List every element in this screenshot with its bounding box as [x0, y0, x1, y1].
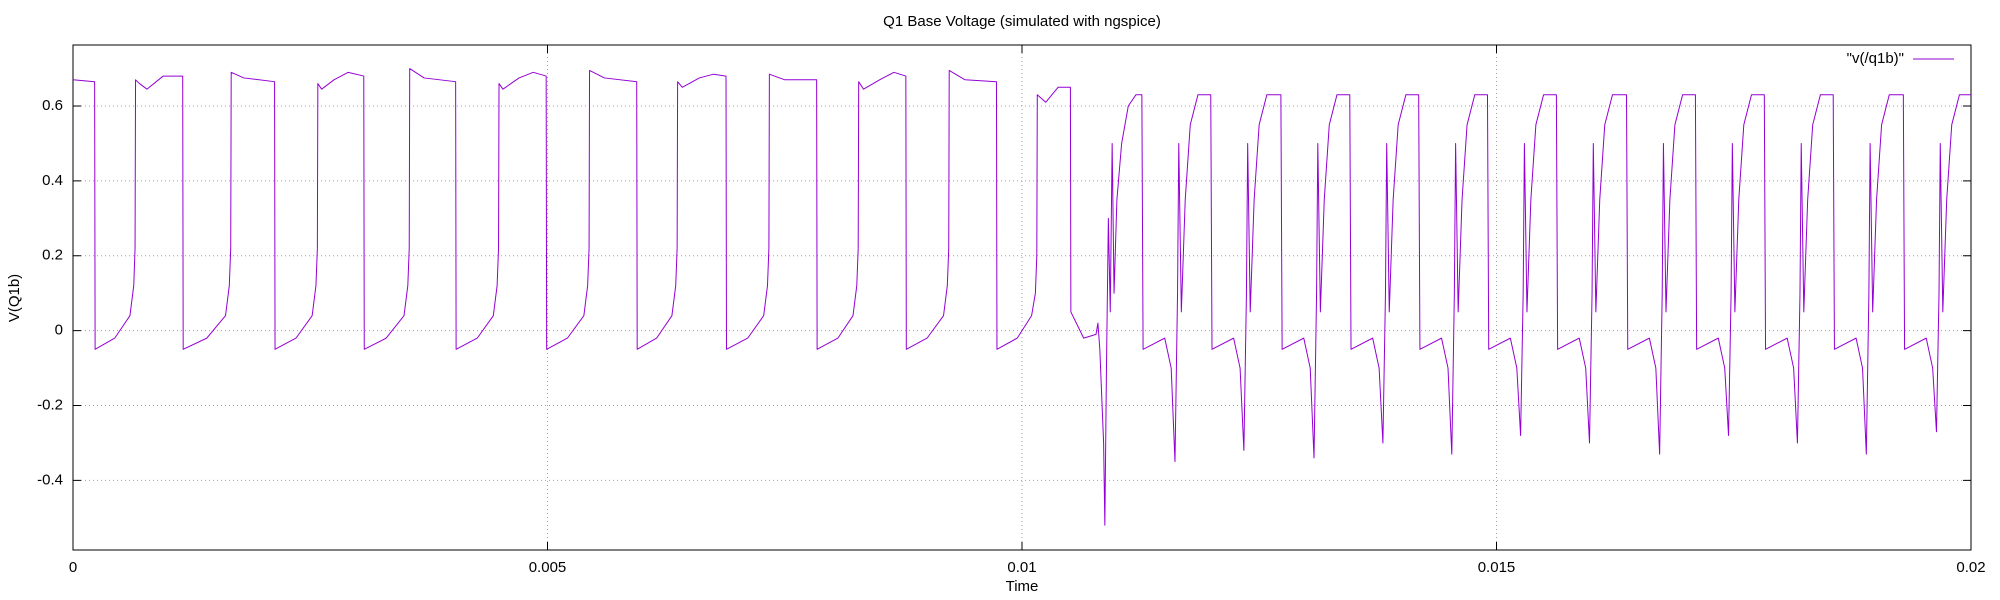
data-line — [72, 68, 1971, 526]
x-tick-label: 0 — [69, 559, 77, 576]
x-tick-label: 0.005 — [529, 559, 567, 576]
y-tick-label: -0.4 — [37, 471, 63, 488]
y-tick-label: 0.6 — [42, 97, 63, 114]
legend-label: "v(/q1b)" — [1847, 50, 1904, 67]
y-axis-label: V(Q1b) — [6, 274, 23, 322]
plot-border — [72, 44, 1972, 551]
x-axis-label: Time — [1006, 578, 1039, 595]
y-tick-label: -0.2 — [37, 396, 63, 413]
y-tick-label: 0.2 — [42, 247, 63, 264]
chart-title: Q1 Base Voltage (simulated with ngspice) — [883, 13, 1161, 30]
x-tick-label: 0.015 — [1478, 559, 1516, 576]
y-tick-label: 0 — [55, 322, 63, 339]
y-tick-label: 0.4 — [42, 172, 63, 189]
x-tick-label: 0.01 — [1007, 559, 1036, 576]
x-tick-label: 0.02 — [1956, 559, 1985, 576]
